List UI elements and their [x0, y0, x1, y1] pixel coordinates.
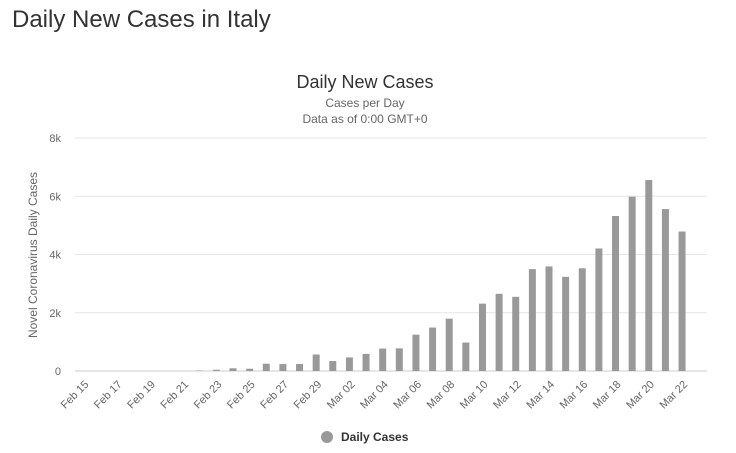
x-tick-label: Mar 02: [325, 379, 358, 412]
x-tick-label: Feb 29: [292, 379, 325, 412]
x-tick-label: Mar 12: [491, 379, 524, 412]
x-tick-label: Mar 04: [358, 379, 391, 412]
bar[interactable]: [545, 266, 553, 371]
bar[interactable]: [229, 368, 237, 371]
bar[interactable]: [395, 348, 403, 371]
bar[interactable]: [578, 268, 586, 371]
legend[interactable]: Daily Cases: [321, 430, 409, 444]
bar[interactable]: [296, 364, 304, 371]
bar[interactable]: [478, 303, 486, 371]
bar[interactable]: [429, 327, 437, 371]
x-tick-label: Mar 10: [458, 379, 491, 412]
bar[interactable]: [661, 209, 669, 371]
bar[interactable]: [612, 215, 620, 371]
bar[interactable]: [246, 368, 254, 371]
x-tick-label: Mar 18: [591, 379, 624, 412]
bar[interactable]: [462, 342, 470, 371]
bar[interactable]: [329, 361, 337, 371]
y-tick-label: 2k: [49, 308, 61, 320]
bar[interactable]: [362, 353, 370, 371]
legend-marker: [321, 431, 333, 443]
x-tick-label: Mar 20: [624, 379, 657, 412]
chart-subtitle-line-1: Cases per Day: [325, 96, 404, 110]
y-tick-label: 4k: [49, 250, 61, 262]
x-tick-label: Feb 17: [92, 379, 125, 412]
x-tick-label: Mar 22: [657, 379, 690, 412]
bar[interactable]: [279, 364, 287, 371]
bar[interactable]: [645, 180, 653, 371]
bar[interactable]: [595, 248, 603, 371]
bar[interactable]: [512, 296, 520, 371]
bar[interactable]: [528, 269, 536, 371]
x-tick-label: Mar 06: [391, 379, 424, 412]
bar[interactable]: [345, 357, 353, 371]
bar[interactable]: [379, 348, 387, 371]
y-tick-label: 8k: [49, 133, 61, 145]
x-tick-label: Feb 27: [258, 379, 291, 412]
x-tick-label: Feb 15: [59, 379, 92, 412]
bar[interactable]: [412, 334, 420, 371]
bars: [196, 180, 686, 371]
bar[interactable]: [628, 196, 636, 371]
y-tick-label: 0: [55, 366, 61, 378]
y-axis-ticks: 0 2k 4k 6k 8k: [49, 133, 61, 378]
bar[interactable]: [678, 231, 686, 371]
x-tick-label: Feb 25: [225, 379, 258, 412]
x-tick-label: Feb 21: [159, 379, 192, 412]
x-tick-label: Feb 19: [125, 379, 158, 412]
y-axis-title: Novel Coronavirus Daily Cases: [26, 172, 40, 338]
bar[interactable]: [445, 318, 453, 371]
x-tick-label: Mar 16: [558, 379, 591, 412]
bar[interactable]: [212, 369, 220, 371]
x-tick-label: Mar 14: [524, 379, 557, 412]
bar[interactable]: [495, 293, 503, 371]
page-title: Daily New Cases in Italy: [12, 6, 271, 33]
x-tick-label: Feb 23: [192, 379, 225, 412]
x-axis-ticks: Feb 15 Feb 17 Feb 19 Feb 21 Feb 23 Feb 25 Feb …: [59, 379, 690, 412]
bar[interactable]: [262, 363, 270, 371]
bar[interactable]: [312, 354, 320, 371]
bar[interactable]: [562, 276, 570, 371]
x-tick-label: Mar 08: [425, 379, 458, 412]
y-tick-label: 6k: [49, 191, 61, 203]
legend-label: Daily Cases: [341, 430, 409, 444]
chart-subtitle-line-2: Data as of 0:00 GMT+0: [302, 112, 427, 126]
chart-title: Daily New Cases: [296, 72, 433, 92]
